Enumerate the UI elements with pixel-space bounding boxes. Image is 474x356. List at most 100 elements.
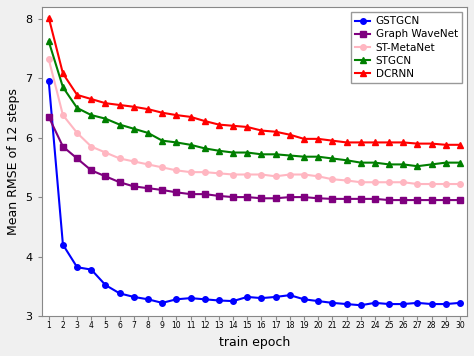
Graph WaveNet [429,198,435,202]
Graph WaveNet [315,196,321,200]
DCRNN [173,113,179,117]
DCRNN [358,140,364,145]
ST-MetaNet [259,172,264,177]
STGCN [259,152,264,156]
GSTGCN [386,302,392,306]
GSTGCN [102,283,108,287]
DCRNN [74,93,80,97]
Graph WaveNet [131,184,137,189]
Graph WaveNet [329,197,335,201]
Graph WaveNet [401,198,406,202]
DCRNN [273,130,278,134]
Graph WaveNet [60,145,66,149]
GSTGCN [131,295,137,299]
Graph WaveNet [259,196,264,200]
DCRNN [287,132,292,137]
GSTGCN [429,302,435,306]
Graph WaveNet [344,197,349,201]
Graph WaveNet [74,156,80,161]
STGCN [415,164,420,168]
DCRNN [145,107,151,111]
DCRNN [89,97,94,101]
Graph WaveNet [245,195,250,199]
Graph WaveNet [273,196,278,200]
ST-MetaNet [301,172,307,177]
Graph WaveNet [358,197,364,201]
DCRNN [245,125,250,129]
STGCN [358,161,364,165]
GSTGCN [344,302,349,306]
ST-MetaNet [358,180,364,184]
ST-MetaNet [202,170,208,174]
ST-MetaNet [188,170,193,174]
ST-MetaNet [173,168,179,173]
STGCN [131,127,137,131]
STGCN [245,150,250,155]
Line: GSTGCN: GSTGCN [46,78,463,308]
STGCN [301,155,307,159]
DCRNN [372,140,378,145]
Graph WaveNet [415,198,420,202]
GSTGCN [188,296,193,300]
STGCN [287,153,292,158]
STGCN [443,161,448,165]
DCRNN [117,103,122,107]
DCRNN [131,105,137,109]
Graph WaveNet [372,197,378,201]
ST-MetaNet [429,182,435,186]
GSTGCN [287,293,292,297]
GSTGCN [159,301,165,305]
ST-MetaNet [102,150,108,155]
GSTGCN [401,302,406,306]
ST-MetaNet [287,172,292,177]
DCRNN [216,122,222,127]
Line: STGCN: STGCN [46,39,463,169]
ST-MetaNet [344,178,349,183]
Graph WaveNet [301,195,307,199]
STGCN [429,162,435,167]
ST-MetaNet [117,156,122,161]
ST-MetaNet [245,172,250,177]
ST-MetaNet [230,172,236,177]
Graph WaveNet [202,192,208,196]
ST-MetaNet [60,113,66,117]
GSTGCN [457,301,463,305]
STGCN [188,143,193,147]
ST-MetaNet [443,182,448,186]
GSTGCN [117,291,122,295]
STGCN [230,150,236,155]
DCRNN [230,124,236,128]
X-axis label: train epoch: train epoch [219,336,290,349]
GSTGCN [89,267,94,272]
DCRNN [443,143,448,147]
GSTGCN [415,301,420,305]
Graph WaveNet [443,198,448,202]
STGCN [401,162,406,167]
Graph WaveNet [117,180,122,184]
DCRNN [159,111,165,115]
Graph WaveNet [173,190,179,194]
ST-MetaNet [74,131,80,135]
DCRNN [415,141,420,146]
GSTGCN [315,299,321,303]
DCRNN [344,140,349,145]
GSTGCN [216,298,222,303]
ST-MetaNet [273,174,278,178]
GSTGCN [245,295,250,299]
STGCN [315,155,321,159]
DCRNN [429,141,435,146]
STGCN [60,85,66,89]
GSTGCN [358,303,364,307]
Graph WaveNet [386,198,392,202]
GSTGCN [329,301,335,305]
GSTGCN [301,297,307,302]
Graph WaveNet [145,186,151,190]
STGCN [457,161,463,165]
STGCN [173,140,179,145]
GSTGCN [273,295,278,299]
GSTGCN [259,296,264,300]
Line: DCRNN: DCRNN [46,15,463,148]
STGCN [89,113,94,117]
Line: Graph WaveNet: Graph WaveNet [46,114,463,203]
Graph WaveNet [102,174,108,178]
